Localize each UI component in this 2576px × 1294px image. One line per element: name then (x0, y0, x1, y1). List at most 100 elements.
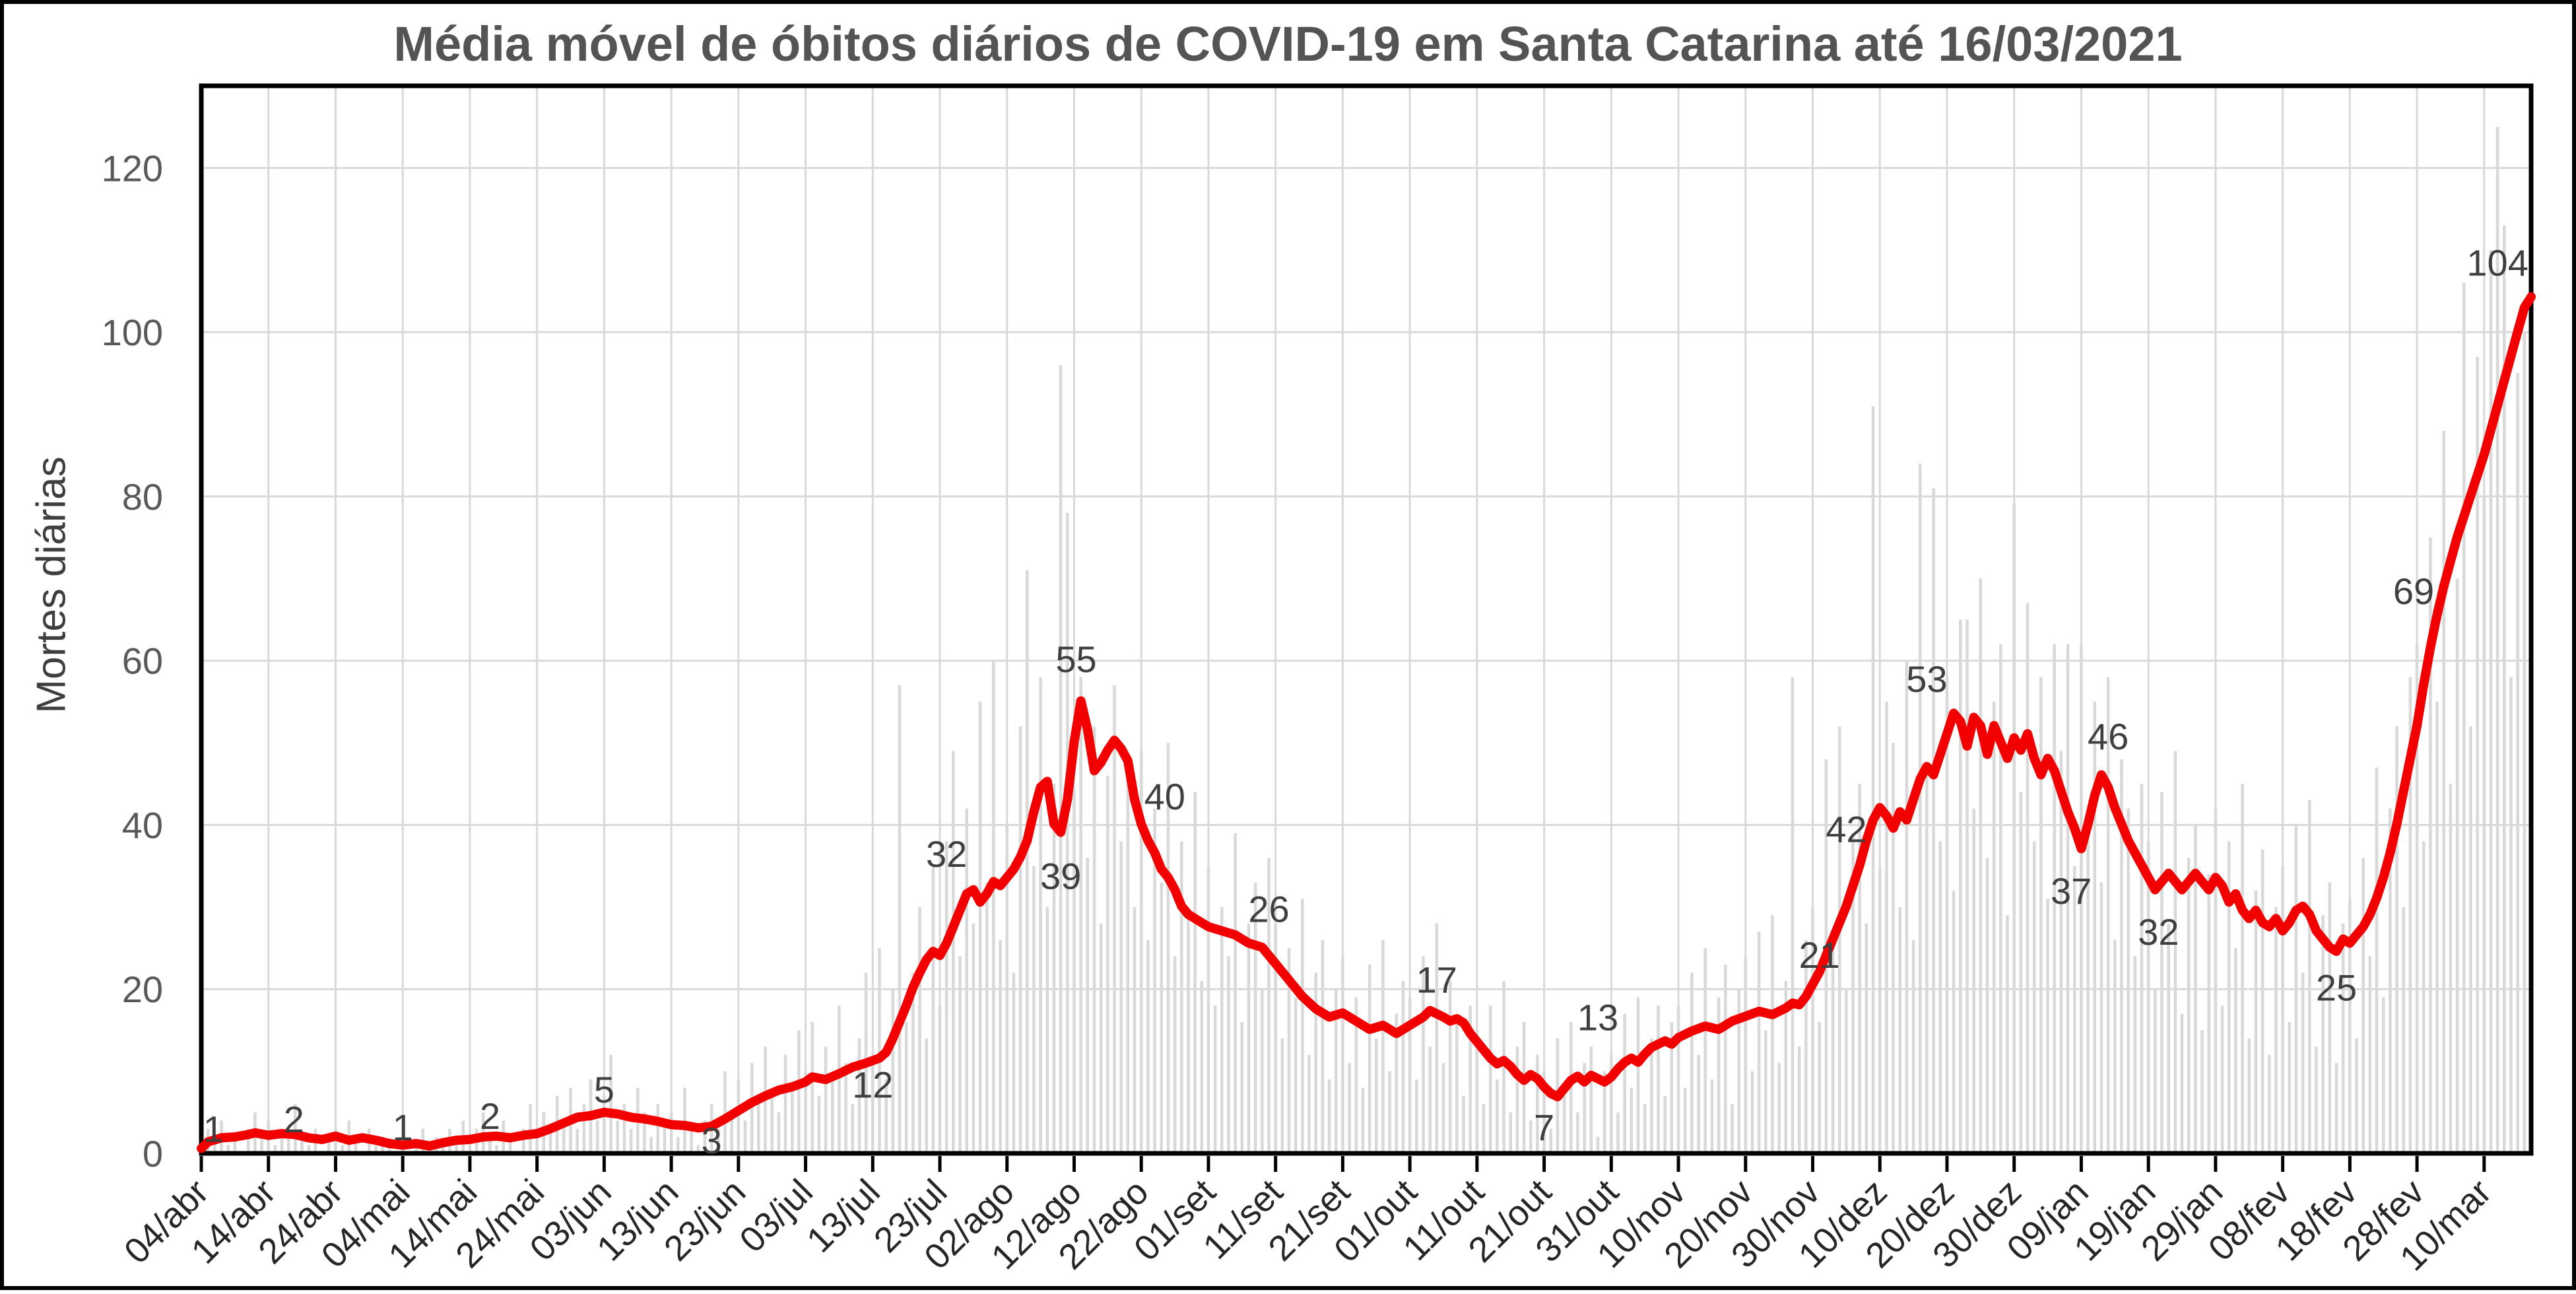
daily-deaths-bar (2012, 504, 2016, 1153)
daily-deaths-bar (2133, 956, 2137, 1153)
daily-deaths-bar (1650, 1038, 1653, 1153)
daily-deaths-bar (683, 1087, 686, 1153)
daily-deaths-bar (2261, 849, 2264, 1153)
data-label: 69 (2393, 570, 2434, 612)
daily-deaths-bar (1690, 972, 1694, 1153)
daily-deaths-bar (918, 906, 921, 1153)
daily-deaths-bar (723, 1071, 727, 1153)
daily-deaths-bar (2187, 858, 2191, 1153)
daily-deaths-bar (1509, 1112, 1513, 1153)
chart-title: Média móvel de óbitos diários de COVID-1… (393, 17, 2183, 71)
daily-deaths-bar (1750, 1071, 1754, 1153)
daily-deaths-bar (2234, 948, 2237, 1153)
daily-deaths-bar (1247, 923, 1251, 1153)
daily-deaths-bar (1428, 1046, 1432, 1153)
daily-deaths-bar (1703, 948, 1707, 1153)
daily-deaths-bar (495, 1145, 498, 1153)
daily-deaths-bar (1401, 980, 1405, 1153)
data-label: 46 (2088, 716, 2129, 757)
daily-deaths-bar (1462, 1095, 1465, 1153)
daily-deaths-bar (2086, 825, 2090, 1153)
y-tick-label: 100 (102, 312, 163, 353)
daily-deaths-bar (1287, 948, 1291, 1153)
daily-deaths-bar (2019, 792, 2023, 1153)
daily-deaths-bar (2267, 1054, 2271, 1153)
daily-deaths-bar (260, 1137, 263, 1153)
daily-deaths-bar (2509, 677, 2513, 1153)
daily-deaths-bar (508, 1137, 512, 1153)
daily-deaths-bar (2120, 759, 2123, 1153)
daily-deaths-bar (944, 841, 948, 1153)
daily-deaths-bar (643, 1112, 646, 1153)
daily-deaths-bar (603, 1095, 606, 1153)
daily-deaths-bar (1099, 923, 1103, 1153)
data-label: 40 (1144, 776, 1185, 817)
daily-deaths-bar (2415, 644, 2419, 1153)
daily-deaths-bar (1871, 406, 1875, 1153)
daily-deaths-bar (2274, 906, 2278, 1153)
daily-deaths-bar (1368, 964, 1371, 1153)
daily-deaths-bar (1797, 1046, 1801, 1153)
daily-deaths-bar (1959, 619, 1962, 1153)
daily-deaths-bar (1388, 1071, 1391, 1153)
daily-deaths-bar (622, 1104, 626, 1153)
daily-deaths-bar (1435, 923, 1439, 1153)
data-label: 42 (1826, 809, 1866, 850)
daily-deaths-bar (1086, 858, 1090, 1153)
daily-deaths-bar (1126, 759, 1130, 1153)
daily-deaths-bar (911, 972, 915, 1153)
data-label: 12 (852, 1064, 893, 1106)
daily-deaths-bar (669, 1112, 673, 1153)
daily-deaths-bar (1676, 1005, 1680, 1153)
moving-average-line (197, 292, 2536, 1153)
data-label: 1 (203, 1108, 224, 1150)
data-label: 21 (1799, 934, 1840, 976)
daily-deaths-bar (455, 1137, 458, 1153)
daily-deaths-bar (1549, 1128, 1553, 1153)
daily-deaths-bar (1985, 858, 1989, 1153)
daily-deaths-bar (616, 1120, 620, 1153)
daily-deaths-bar (2402, 906, 2406, 1153)
daily-deaths-bar (1414, 1079, 1418, 1153)
y-tick-label: 0 (143, 1133, 163, 1175)
daily-deaths-bar (1005, 825, 1009, 1153)
daily-deaths-bar (844, 1063, 847, 1153)
daily-deaths-bar (1146, 939, 1150, 1153)
daily-deaths-bar (1234, 833, 1237, 1153)
daily-deaths-bar (2449, 784, 2453, 1153)
daily-deaths-bar (2462, 283, 2466, 1153)
daily-deaths-bar (1227, 956, 1230, 1153)
daily-deaths-bar (334, 1128, 337, 1153)
daily-deaths-bar (1731, 1104, 1734, 1153)
daily-deaths-bar (1301, 899, 1304, 1153)
daily-deaths-bar (2072, 866, 2076, 1153)
daily-deaths-bar (535, 1137, 539, 1153)
daily-deaths-bar (1012, 972, 1016, 1153)
daily-deaths-bar (1697, 1054, 1700, 1153)
daily-deaths-bar (1314, 972, 1318, 1153)
daily-deaths-bar (2321, 915, 2325, 1153)
daily-deaths-bar (1073, 792, 1076, 1153)
daily-deaths-bar (952, 751, 955, 1153)
daily-deaths-bar (2368, 956, 2372, 1153)
daily-deaths-bar (1737, 989, 1740, 1153)
daily-deaths-bar (1052, 784, 1056, 1153)
daily-deaths-bar (2516, 373, 2519, 1153)
daily-deaths-bar (1482, 1104, 1486, 1153)
daily-deaths-bar (1193, 792, 1197, 1153)
daily-deaths-bar (1536, 1054, 1539, 1153)
daily-deaths-bar (1992, 701, 1996, 1153)
daily-deaths-bar (213, 1137, 216, 1153)
daily-deaths-bar (1261, 989, 1264, 1153)
daily-deaths-bar (1831, 948, 1835, 1153)
daily-deaths-bar (2503, 225, 2506, 1153)
daily-deaths-bar (2523, 332, 2526, 1154)
daily-deaths-bar (2154, 989, 2157, 1153)
daily-deaths-bar (1851, 833, 1855, 1153)
daily-deaths-bar (1657, 1005, 1660, 1153)
daily-deaths-bar (2066, 644, 2070, 1153)
daily-deaths-bar (965, 808, 969, 1153)
daily-deaths-bar (985, 882, 989, 1153)
daily-deaths-bar (777, 1112, 781, 1153)
